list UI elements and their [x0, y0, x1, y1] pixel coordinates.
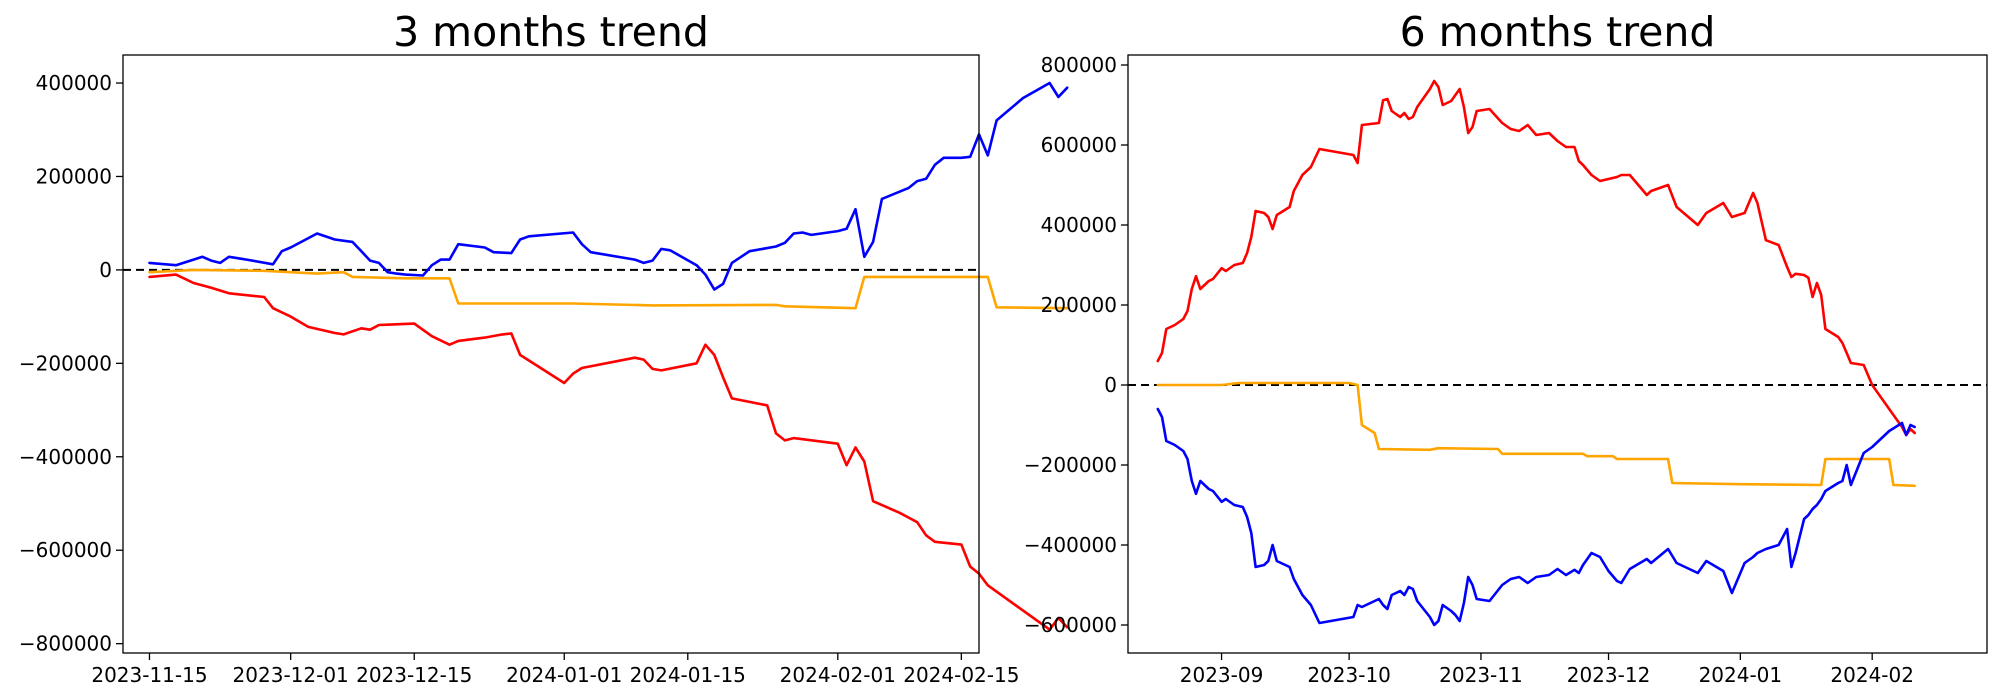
x-tick-label: 2024-02-01 [780, 663, 896, 687]
axes-frame [122, 54, 980, 654]
x-tick-label: 2024-02-15 [903, 663, 1019, 687]
series-line-1 [148, 268, 1069, 310]
x-tick-label: 2023-12-15 [356, 663, 472, 687]
x-tick-label: 2024-02 [1830, 663, 1914, 687]
y-tick-label: 200000 [1041, 293, 1117, 317]
axes-frame [1127, 54, 1988, 654]
y-tick-label: −600000 [1024, 613, 1117, 637]
x-tick-label: 2023-10 [1307, 663, 1391, 687]
x-tick-label: 2023-12 [1567, 663, 1651, 687]
x-tick-label: 2023-09 [1180, 663, 1264, 687]
y-tick-label: −200000 [1024, 453, 1117, 477]
y-tick-label: 200000 [36, 164, 112, 188]
x-tick-label: 2023-11-15 [91, 663, 207, 687]
series-line-0 [1156, 79, 1916, 437]
series-line-2 [148, 273, 1069, 631]
x-tick-label: 2024-01-15 [630, 663, 746, 687]
y-tick-label: 600000 [1041, 133, 1117, 157]
y-tick-label: 400000 [1041, 213, 1117, 237]
y-tick-label: −200000 [19, 351, 112, 375]
chart-6-months-trend: 6 months trend −600000 −400000 −200000 0 2000… [1024, 8, 1988, 687]
y-tick-label: −800000 [19, 632, 112, 656]
y-tick-label: −400000 [1024, 533, 1117, 557]
chart-title: 3 months trend [393, 8, 709, 56]
y-tick-label: 800000 [1041, 53, 1117, 77]
x-tick-label: 2024-01-01 [506, 663, 622, 687]
x-tick-label: 2023-11 [1439, 663, 1523, 687]
y-tick-label: 0 [99, 258, 112, 282]
y-tick-label: −400000 [19, 445, 112, 469]
y-tick-label: 400000 [36, 71, 112, 95]
series-line-1 [1156, 381, 1916, 488]
y-tick-label: 0 [1104, 373, 1117, 397]
y-tick-label: −600000 [19, 538, 112, 562]
series-line-0 [148, 81, 1069, 291]
series-line-2 [1156, 407, 1916, 627]
x-tick-label: 2023-12-01 [233, 663, 349, 687]
x-tick-label: 2024-01 [1699, 663, 1783, 687]
chart-title: 6 months trend [1400, 8, 1716, 56]
chart-3-months-trend: 3 months trend −800000 −600000 −400000 −2000… [19, 8, 1069, 687]
